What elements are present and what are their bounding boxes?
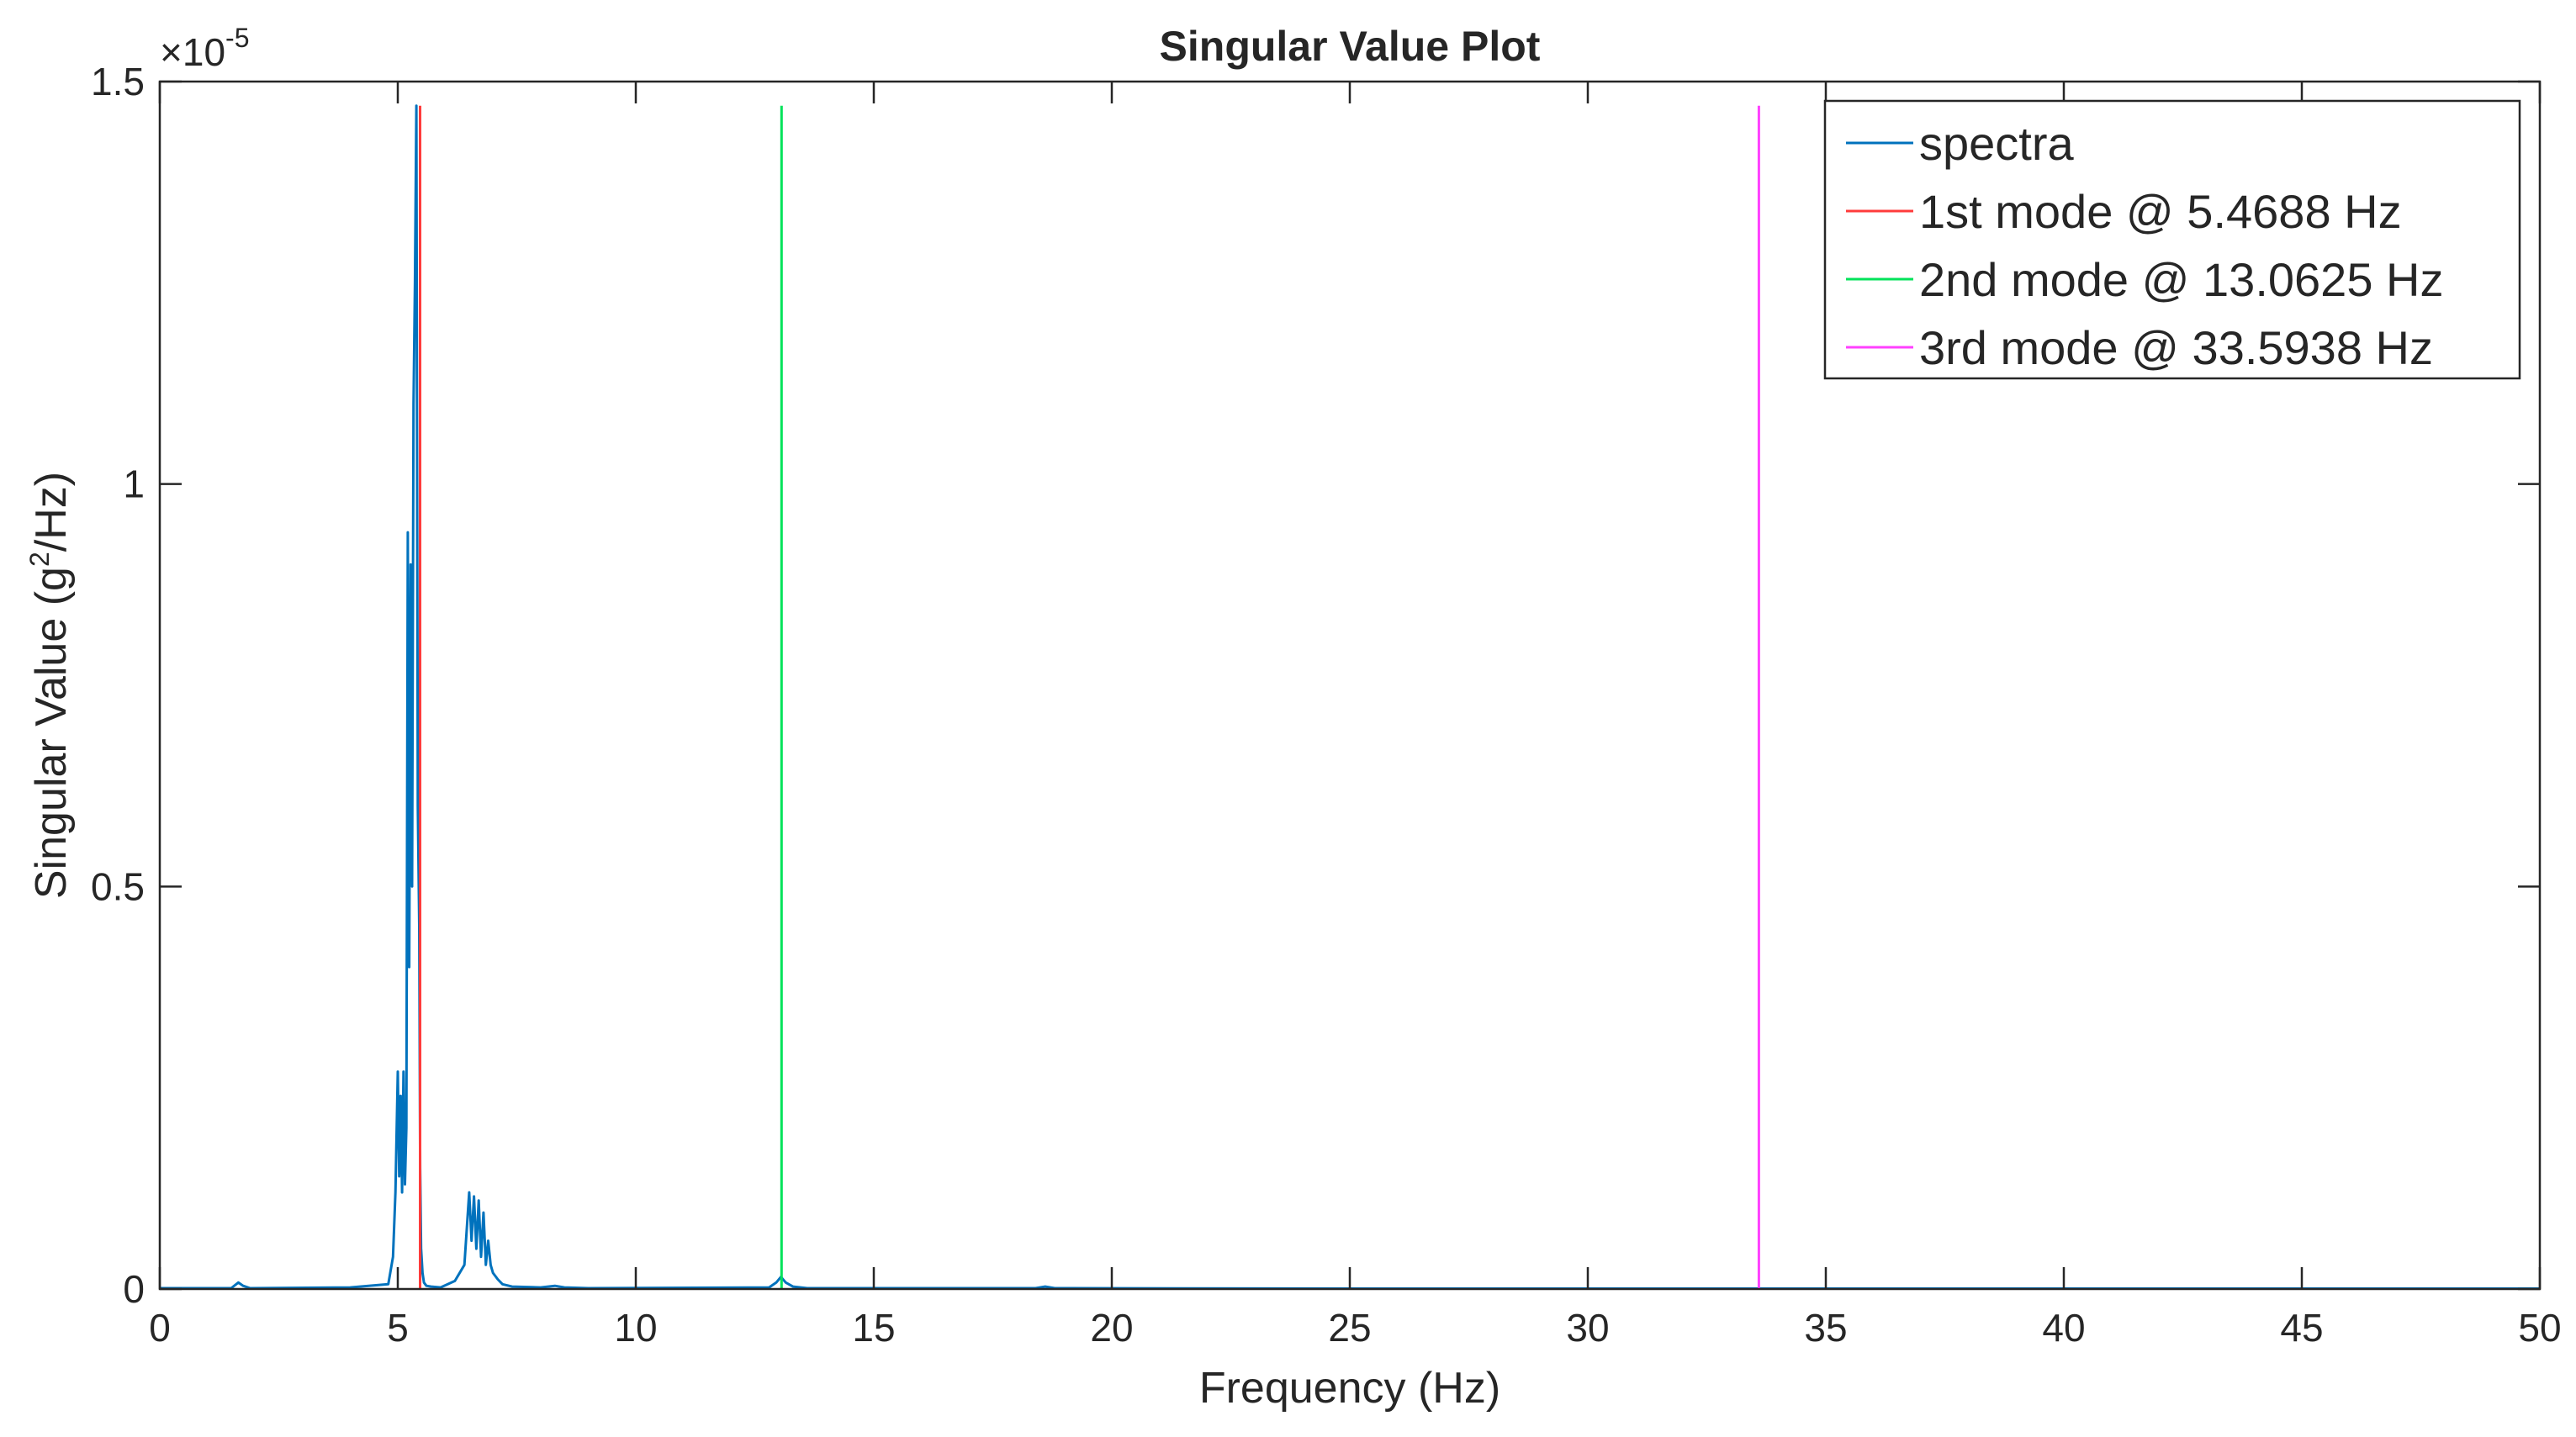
x-tick-label: 45 (2280, 1306, 2323, 1350)
legend: spectra 1st mode @ 5.4688 Hz 2nd mode @ 13… (1823, 99, 2521, 380)
y-tick-label: 0.5 (91, 864, 145, 908)
x-tick-label: 40 (2042, 1306, 2085, 1350)
y-axis-label-superscript: 2 (24, 552, 55, 567)
legend-label-2: 2nd mode @ 13.0625 Hz (1919, 253, 2443, 306)
y-axis-multiplier: ×10-5 (160, 23, 249, 74)
x-tick-label: 0 (149, 1306, 171, 1350)
series-0-line (160, 104, 2540, 1290)
x-tick-label: 25 (1328, 1306, 1371, 1350)
ticks-layer: 0 5 10 15 20 25 30 35 40 45 50 0 0.5 1 1.5 (91, 60, 2562, 1350)
y-axis-label-end: /Hz) (27, 472, 76, 552)
plot-frame (158, 80, 2542, 1291)
x-tick-label: 10 (614, 1306, 657, 1350)
x-tick-label: 35 (1804, 1306, 1847, 1350)
legend-box (1823, 99, 2521, 380)
y-axis-label: Singular Value (g2/Hz) (24, 472, 76, 899)
x-tick-label: 5 (387, 1306, 409, 1350)
y-tick-label: 1 (123, 462, 145, 506)
x-tick-label: 50 (2518, 1306, 2561, 1350)
chart-title: Singular Value Plot (1160, 23, 1541, 70)
x-tick-label: 15 (852, 1306, 895, 1350)
y-tick-label: 0 (123, 1267, 145, 1311)
legend-label-1: 1st mode @ 5.4688 Hz (1919, 185, 2402, 238)
series-layer (160, 104, 2540, 1290)
legend-label-3: 3rd mode @ 33.5938 Hz (1919, 321, 2433, 374)
y-multiplier-exponent: -5 (225, 23, 249, 53)
x-axis-label: Frequency (Hz) (1199, 1364, 1500, 1413)
x-tick-label: 20 (1090, 1306, 1133, 1350)
x-tick-label: 30 (1566, 1306, 1609, 1350)
y-axis-label-main: Singular Value (g (27, 567, 76, 899)
y-multiplier-base: ×10 (160, 30, 225, 74)
legend-label-0: spectra (1919, 117, 2074, 170)
y-tick-label: 1.5 (91, 60, 145, 103)
